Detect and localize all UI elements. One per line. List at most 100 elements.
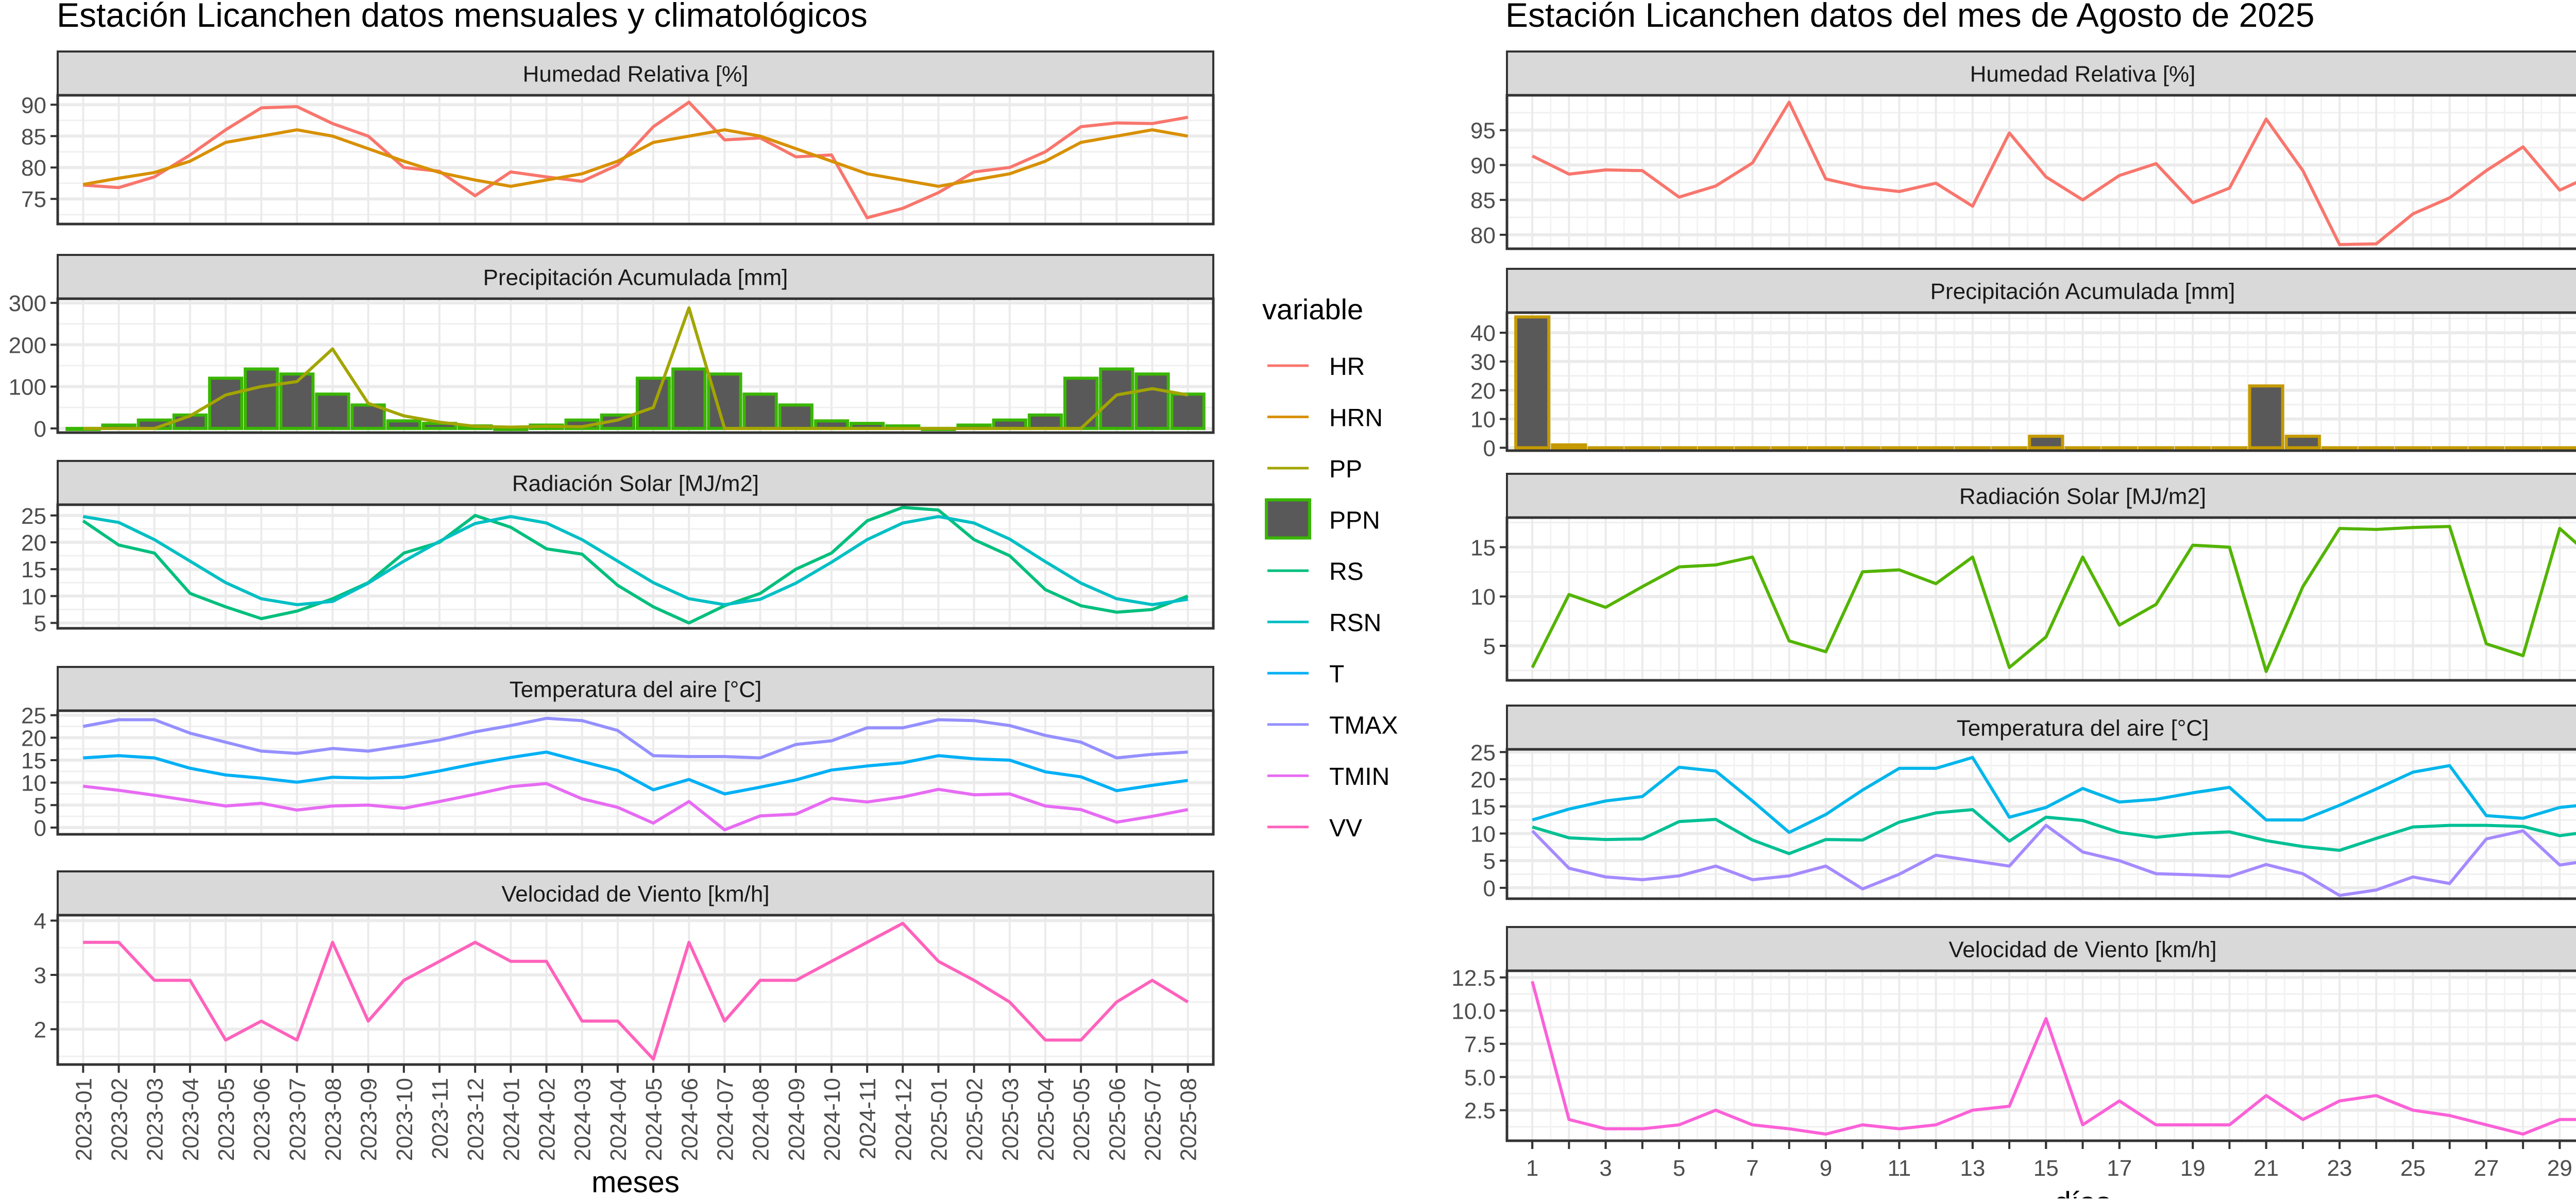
x-tick-label: 2024-08 xyxy=(749,1078,774,1161)
y-tick-label: 2 xyxy=(34,1017,46,1042)
facet-panel: Radiación Solar [MJ/m2] 5 10 15 xyxy=(1470,473,2576,682)
legend-item: TMAX xyxy=(1267,712,1398,740)
chart-title: Estación Licanchen datos del mes de Agos… xyxy=(1505,0,2314,34)
x-tick-label: 2024-11 xyxy=(855,1078,880,1159)
y-tick-label: 5 xyxy=(34,611,46,637)
panel-border xyxy=(1505,516,2576,682)
legend-item: PP xyxy=(1267,456,1362,483)
series-line-TMAX xyxy=(1532,756,2576,834)
facet-strip xyxy=(57,870,1214,916)
y-tick-label: 15 xyxy=(21,748,46,774)
legend-label: PPN xyxy=(1329,507,1380,535)
y-tick-label: 95 xyxy=(1470,118,1496,144)
y-tick-label: 10 xyxy=(1470,585,1496,610)
x-tick-label: 21 xyxy=(2253,1156,2279,1181)
y-tick-label: 20 xyxy=(21,530,46,556)
x-tick-label: 17 xyxy=(2107,1156,2132,1181)
bar-PPN xyxy=(707,372,742,430)
facet-strip xyxy=(1506,926,2576,972)
facet-strip xyxy=(57,666,1214,712)
facet-strip xyxy=(57,254,1214,300)
x-tick-label: 11 xyxy=(1888,1156,1911,1181)
legend-item: VV xyxy=(1267,815,1362,842)
series-line-HRN xyxy=(82,128,1189,188)
series-line-RSN xyxy=(82,515,1189,607)
panel-border xyxy=(1505,311,2576,452)
bar-PP xyxy=(2321,446,2358,451)
y-tick-label: 25 xyxy=(1470,740,1496,765)
bar-PPN xyxy=(742,392,778,430)
y-tick-label: 5 xyxy=(1483,849,1496,874)
bar-PPN xyxy=(1063,376,1099,430)
facet-panel: Precipitación Acumulada [mm] 0 10 20 30 40 xyxy=(1470,268,2576,461)
bar-PP xyxy=(2211,446,2248,451)
x-axis-title: días xyxy=(2055,1186,2111,1198)
bar-PP xyxy=(2248,384,2284,450)
bar-PP xyxy=(1918,446,1954,451)
bar-PP xyxy=(2395,446,2431,451)
y-tick-label: 4 xyxy=(34,909,46,934)
y-tick-label: 12.5 xyxy=(1451,966,1496,991)
facet-strip-label: Temperatura del aire [°C] xyxy=(1957,716,2209,741)
chart-title: Estación Licanchen datos mensuales y cli… xyxy=(57,0,868,34)
x-tick-label: 2025-08 xyxy=(1176,1078,1201,1161)
y-tick-label: 3 xyxy=(34,963,46,988)
y-tick-label: 15 xyxy=(1470,535,1496,560)
legend-item: RS xyxy=(1267,558,1364,586)
y-tick-label: 20 xyxy=(1470,379,1496,404)
facet-strip-label: Radiación Solar [MJ/m2] xyxy=(512,471,759,496)
legend-label: RSN xyxy=(1329,610,1381,637)
legend-label: HR xyxy=(1329,353,1365,381)
facet-panel: Humedad Relativa [%] 80 85 90 95 xyxy=(1470,50,2576,250)
panel-border xyxy=(56,709,1215,836)
x-tick-label: 2024-05 xyxy=(641,1078,667,1161)
y-tick-label: 0 xyxy=(1483,436,1496,461)
x-tick-label: 2024-01 xyxy=(499,1078,524,1161)
y-tick-label: 10 xyxy=(21,584,46,609)
x-tick-label: 2024-07 xyxy=(713,1078,738,1161)
x-tick-label: 19 xyxy=(2180,1156,2206,1181)
series-line-VV xyxy=(83,921,1189,1061)
legend-title: variable xyxy=(1262,293,1363,325)
legend-item: T xyxy=(1267,661,1344,688)
x-tick-label: 15 xyxy=(2033,1156,2059,1181)
y-tick-label: 90 xyxy=(21,93,46,118)
facet-strip-label: Radiación Solar [MJ/m2] xyxy=(1959,484,2206,509)
bar-PP xyxy=(1551,443,1587,450)
bar-PPN xyxy=(244,367,279,430)
series-line-T xyxy=(1532,808,2576,855)
facet-strip xyxy=(1506,50,2576,96)
bar-PPN xyxy=(386,419,422,430)
bar-PP xyxy=(2138,446,2174,451)
x-tick-label: 5 xyxy=(1673,1156,1685,1181)
x-tick-label: 2025-07 xyxy=(1140,1078,1165,1161)
legend-item: HR xyxy=(1267,353,1365,381)
panel-border xyxy=(56,94,1215,226)
bar-PP xyxy=(1771,446,1807,451)
y-tick-label: 0 xyxy=(34,816,46,841)
y-tick-label: 2.5 xyxy=(1464,1099,1496,1124)
bar-PP xyxy=(1698,446,1734,451)
facet-panel: Precipitación Acumulada [mm] 0 100 200 300 xyxy=(9,254,1215,442)
x-tick-label: 2024-02 xyxy=(535,1078,560,1161)
panel-background xyxy=(58,95,1213,224)
x-tick-label: 13 xyxy=(1960,1156,1985,1181)
x-tick-label: 3 xyxy=(1599,1156,1612,1181)
y-tick-label: 10.0 xyxy=(1451,999,1496,1024)
y-tick-label: 200 xyxy=(9,333,46,358)
facet-strip-label: Velocidad de Viento [km/h] xyxy=(1948,937,2216,963)
x-tick-label: 2023-08 xyxy=(321,1078,346,1161)
y-tick-label: 85 xyxy=(21,124,46,149)
y-tick-label: 0 xyxy=(34,417,46,442)
series-line-HR xyxy=(83,100,1189,219)
series-line-HR xyxy=(1531,100,2576,246)
x-tick-label: 2024-12 xyxy=(891,1078,916,1161)
facet-strip-label: Humedad Relativa [%] xyxy=(1970,62,2196,87)
y-tick-label: 10 xyxy=(1470,821,1496,847)
y-tick-label: 25 xyxy=(21,504,46,529)
chart-1: Estación Licanchen datos mensuales y cli… xyxy=(9,0,1398,1199)
bar-PP xyxy=(1661,446,1698,451)
facet-strip xyxy=(57,50,1214,96)
